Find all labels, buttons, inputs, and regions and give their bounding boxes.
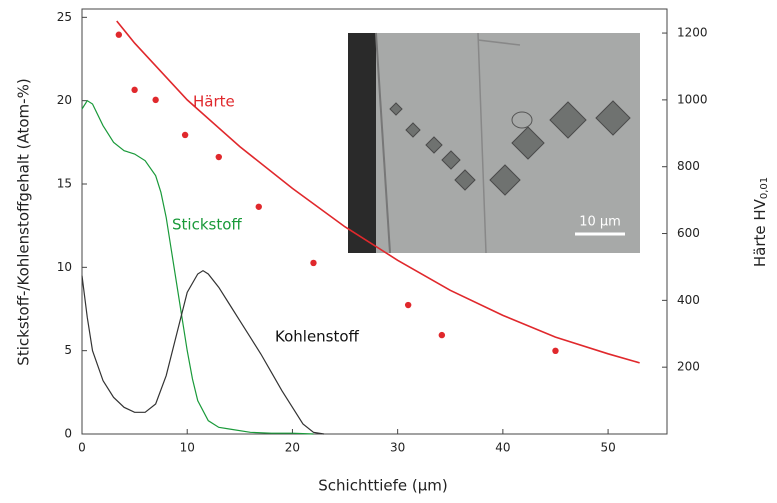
y2-tick-label: 200: [677, 360, 700, 374]
x-tick-label: 0: [78, 441, 86, 455]
x-tick-label: 20: [285, 441, 300, 455]
series-label: Kohlenstoff: [275, 328, 360, 346]
y2-tick-label: 600: [677, 226, 700, 240]
y2-tick-label: 1000: [677, 92, 708, 106]
inset-image: 10 µm: [348, 33, 640, 253]
y2-axis-label-sub: 0,01: [759, 177, 770, 199]
hardness-point: [256, 204, 262, 210]
scale-label: 10 µm: [579, 215, 621, 230]
x-tick-label: 50: [600, 441, 615, 455]
hardness-point: [310, 260, 316, 266]
hardness-point: [216, 154, 222, 160]
y-tick-label: 25: [57, 10, 72, 24]
y-tick-label: 10: [57, 260, 72, 274]
y-tick-label: 15: [57, 177, 72, 191]
x-axis-label: Schichttiefe (µm): [318, 477, 448, 495]
y-tick-label: 5: [64, 343, 72, 357]
hardness-point: [182, 132, 188, 138]
y2-tick-label: 400: [677, 293, 700, 307]
y-tick-label: 20: [57, 93, 72, 107]
x-tick-label: 30: [390, 441, 405, 455]
series-label: Stickstoff: [172, 216, 242, 234]
hardness-point: [152, 97, 158, 103]
y2-tick-label: 1200: [677, 26, 708, 40]
hardness-point: [116, 32, 122, 38]
hardness-point: [405, 302, 411, 308]
chart: 10 µm Schichttiefe (µm) Stickstoff-/Kohl…: [0, 0, 777, 499]
x-tick-label: 40: [495, 441, 510, 455]
hardness-point: [552, 348, 558, 354]
hardness-point: [131, 87, 137, 93]
y2-axis-label-main: Härte HV: [751, 198, 769, 267]
x-tick-label: 10: [180, 441, 195, 455]
y-tick-label: 0: [64, 427, 72, 441]
y2-axis-label: Härte HV0,01: [751, 177, 771, 267]
y-axis-label: Stickstoff-/Kohlenstoffgehalt (Atom-%): [15, 78, 33, 365]
hardness-point: [439, 332, 445, 338]
series-label: Härte: [193, 93, 235, 111]
y2-tick-label: 800: [677, 159, 700, 173]
